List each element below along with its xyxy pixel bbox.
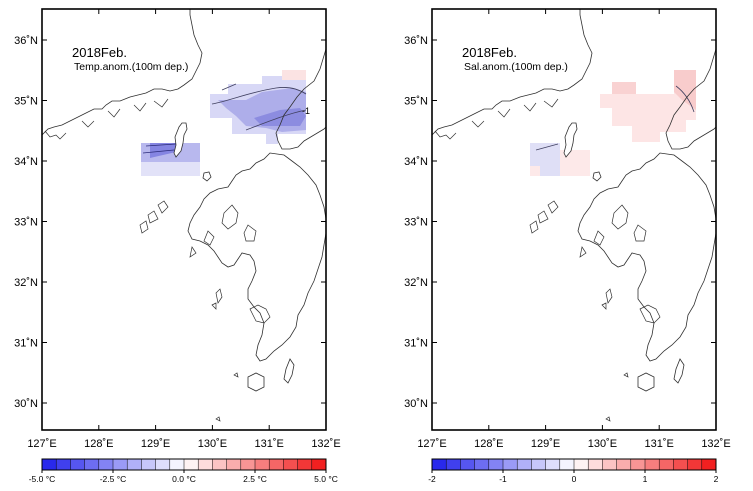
colorbar-bin [84, 459, 99, 470]
colorbar-bin [645, 459, 660, 470]
lat-label: 33˚N [14, 217, 38, 229]
colorbar-bin [531, 459, 546, 470]
colorbar-bin [488, 459, 504, 470]
contour-label: -1 [302, 106, 310, 116]
map-subtitle: Temp.anom.(100m dep.) [74, 61, 188, 73]
map-subtitle: Sal.anom.(100m dep.) [464, 61, 568, 73]
colorbar-bin [184, 459, 199, 470]
lat-label: 36˚N [14, 35, 38, 47]
lat-label: 35˚N [14, 96, 38, 108]
lat-label: 33˚N [404, 217, 428, 229]
lon-label: 127˚E [27, 438, 56, 450]
colorbar-bin [70, 459, 85, 470]
colorbar-label: 5.0 °C [314, 474, 338, 484]
colorbar-label: 0.0 °C [172, 474, 196, 484]
colorbar-bin [113, 459, 128, 470]
colorbar-bin [56, 459, 71, 470]
colorbar-bin [616, 459, 631, 470]
lat-label: 32˚N [14, 277, 38, 289]
longitude-axis: 127˚E 128˚E 129˚E 130˚E 131˚E 132˚E [27, 9, 341, 450]
colorbar-bin [98, 459, 114, 470]
colorbar-bin [432, 459, 447, 470]
map-frame [431, 8, 717, 431]
map-title: 2018Feb. [462, 45, 517, 60]
colorbar-bin [602, 459, 617, 470]
lat-label: 36˚N [404, 35, 428, 47]
colorbar-bin [559, 459, 575, 470]
colorbar-bin [574, 459, 589, 470]
lat-label: 34˚N [404, 156, 428, 168]
colorbar-label: 0 [572, 474, 577, 484]
colorbar-bin [701, 459, 717, 470]
lon-label: 128˚E [84, 438, 113, 450]
lon-label: 132˚E [701, 438, 730, 450]
lat-label: 32˚N [404, 277, 428, 289]
latitude-axis: 36˚N 35˚N 34˚N 33˚N 32˚N 31˚N 30˚N [404, 35, 716, 410]
lat-label: 35˚N [404, 96, 428, 108]
colorbar-bin [630, 459, 646, 470]
temperature-anomaly-map: -1 2018Feb. Temp.anom.(100m dep.) 36˚N 35… [14, 8, 341, 484]
colorbar-label: -1 [499, 474, 507, 484]
lon-label: 131˚E [255, 438, 284, 450]
colorbar-bin [141, 459, 156, 470]
lat-label: 31˚N [14, 338, 38, 350]
lat-label: 30˚N [14, 398, 38, 410]
colorbar-bin [155, 459, 170, 470]
map-frame [41, 8, 327, 431]
temperature-anomaly-field: -1 [42, 9, 326, 422]
colorbar-bin [42, 459, 57, 470]
colorbar-bin [127, 459, 142, 470]
lat-label: 31˚N [404, 338, 428, 350]
map-title: 2018Feb. [72, 45, 127, 60]
salinity-colorbar: -2 -1 0 1 2 [428, 458, 719, 484]
colorbar-bin [240, 459, 256, 470]
salinity-anomaly-field [432, 9, 716, 422]
latitude-axis: 36˚N 35˚N 34˚N 33˚N 32˚N 31˚N 30˚N [14, 35, 326, 410]
colorbar-bin [226, 459, 241, 470]
colorbar-label: 1 [643, 474, 648, 484]
colorbar-bin [687, 459, 702, 470]
lon-label: 130˚E [588, 438, 617, 450]
lon-label: 130˚E [198, 438, 227, 450]
lon-label: 128˚E [474, 438, 503, 450]
colorbar-bin [269, 459, 284, 470]
colorbar-bin [255, 459, 270, 470]
lon-label: 132˚E [311, 438, 340, 450]
colorbar-bin [474, 459, 489, 470]
colorbar-bin [169, 459, 185, 470]
colorbar-bin [212, 459, 227, 470]
map-background [432, 9, 716, 430]
salinity-anomaly-map: 2018Feb. Sal.anom.(100m dep.) 36˚N 35˚N 34… [404, 8, 731, 484]
colorbar-bin [503, 459, 518, 470]
lat-label: 30˚N [404, 398, 428, 410]
colorbar-label: -5.0 °C [29, 474, 56, 484]
colorbar-bin [659, 459, 674, 470]
colorbar-bin [517, 459, 532, 470]
colorbar-bin [283, 459, 298, 470]
lat-label: 34˚N [14, 156, 38, 168]
temperature-colorbar: -5.0 °C -2.5 °C 0.0 °C 2.5 °C 5.0 °C [29, 458, 338, 484]
lon-label: 129˚E [141, 438, 170, 450]
longitude-axis: 127˚E 128˚E 129˚E 130˚E 131˚E 132˚E [417, 9, 731, 450]
colorbar-bin [588, 459, 603, 470]
colorbar-bin [460, 459, 475, 470]
colorbar-label: 2.5 °C [243, 474, 267, 484]
colorbar-label: 2 [714, 474, 719, 484]
colorbar-bin [297, 459, 312, 470]
lon-label: 131˚E [645, 438, 674, 450]
colorbar-bin [446, 459, 461, 470]
colorbar-bin [198, 459, 213, 470]
colorbar-label: -2.5 °C [100, 474, 127, 484]
lon-label: 127˚E [417, 438, 446, 450]
colorbar-label: -2 [428, 474, 436, 484]
colorbar-bin [311, 459, 327, 470]
colorbar-bin [545, 459, 560, 470]
lon-label: 129˚E [531, 438, 560, 450]
colorbar-bin [673, 459, 688, 470]
